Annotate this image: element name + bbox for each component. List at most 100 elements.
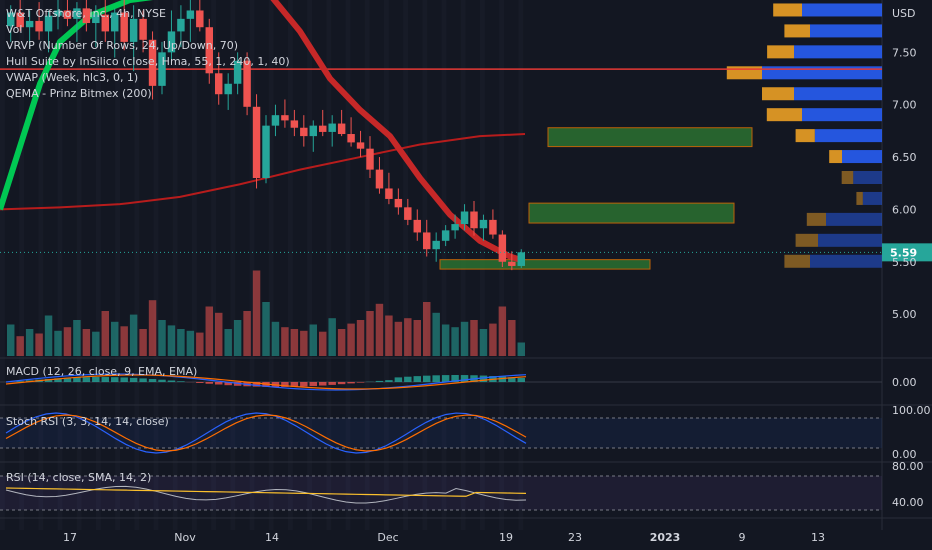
candle-body bbox=[158, 52, 166, 86]
volume-bar bbox=[356, 320, 365, 356]
macd-histogram-bar bbox=[290, 382, 299, 387]
macd-histogram-bar bbox=[63, 377, 72, 382]
candle-body bbox=[16, 12, 24, 28]
volume-bar bbox=[196, 332, 204, 356]
volume-bar bbox=[167, 325, 176, 356]
vrvp-up-bar bbox=[826, 212, 882, 226]
macd-histogram-bar bbox=[129, 377, 138, 382]
time-axis-label: 17 bbox=[63, 531, 77, 544]
rsi-ma-line bbox=[5, 487, 527, 497]
candle-body bbox=[498, 234, 507, 262]
candle-body bbox=[129, 18, 138, 42]
vrvp-down-bar bbox=[784, 254, 810, 268]
macd-histogram-bar bbox=[252, 382, 261, 387]
last-price-tag bbox=[882, 243, 932, 262]
session-shade bbox=[345, 0, 351, 530]
volume-bar bbox=[205, 306, 213, 356]
session-shade bbox=[326, 0, 332, 530]
volume-bar bbox=[517, 342, 525, 356]
indicator-hull[interactable]: Hull Suite by InSilico (close, Hma, 55, … bbox=[6, 54, 290, 70]
candle-body bbox=[404, 207, 412, 220]
vrvp-down-bar bbox=[726, 66, 762, 80]
candle-body bbox=[394, 198, 403, 208]
macd-legend[interactable]: MACD (12, 26, close, 9, EMA, EMA) bbox=[6, 364, 197, 380]
macd-histogram-bar bbox=[432, 375, 440, 382]
stoch-legend[interactable]: Stoch RSI (3, 3, 14, 14, close) bbox=[6, 414, 169, 430]
macd-axis-label: 0.00 bbox=[892, 376, 917, 389]
macd-histogram-bar bbox=[215, 382, 223, 385]
volume-bar bbox=[470, 320, 478, 356]
macd-histogram-bar bbox=[281, 382, 289, 387]
candle-body bbox=[451, 224, 459, 231]
session-shade bbox=[38, 0, 44, 530]
time-axis-label: Dec bbox=[377, 531, 398, 544]
symbol-title: W&T Offshore, Inc., 4h, NYSE bbox=[6, 7, 166, 20]
candle-body bbox=[337, 123, 346, 135]
ema-200-line bbox=[0, 133, 526, 211]
candle-body bbox=[290, 120, 299, 128]
candle-body bbox=[479, 219, 488, 229]
indicator-vol[interactable]: Vol bbox=[6, 22, 22, 38]
volume-bar bbox=[262, 302, 270, 356]
chart-title[interactable]: W&T Offshore, Inc., 4h, NYSE bbox=[6, 6, 166, 22]
indicator-qema[interactable]: QEMA - Prinz Bitmex (200) bbox=[6, 86, 152, 102]
vrvp-up-bar bbox=[853, 171, 882, 184]
stoch-k-line bbox=[5, 412, 527, 454]
price-axis-label: 7.50 bbox=[892, 46, 917, 59]
indicator-vrvp[interactable]: VRVP (Number Of Rows, 24, Up/Down, 70) bbox=[6, 38, 238, 54]
candle-body bbox=[413, 219, 421, 233]
volume-bar bbox=[120, 326, 128, 356]
volume-bar bbox=[423, 302, 431, 356]
volume-bar bbox=[101, 311, 109, 356]
time-axis-label: 2023 bbox=[650, 531, 681, 544]
volume-bar bbox=[290, 329, 299, 356]
candle-body bbox=[252, 106, 261, 178]
session-shade bbox=[211, 0, 216, 530]
rsi-legend[interactable]: RSI (14, close, SMA, 14, 2) bbox=[6, 470, 151, 486]
vrvp-up-bar bbox=[862, 191, 882, 205]
volume-bar bbox=[498, 306, 507, 356]
macd-histogram-bar bbox=[451, 375, 459, 382]
macd-histogram-bar bbox=[224, 382, 232, 386]
candle-body bbox=[139, 18, 147, 40]
volume-bar bbox=[451, 327, 459, 356]
volume-bar bbox=[413, 320, 421, 356]
vrvp-up-bar bbox=[802, 3, 882, 17]
volume-bar bbox=[479, 329, 488, 356]
candle-body bbox=[271, 115, 280, 126]
macd-histogram-bar bbox=[441, 375, 450, 382]
vrvp-down-bar bbox=[766, 108, 802, 122]
volume-bar bbox=[44, 315, 53, 356]
session-shade bbox=[192, 0, 197, 530]
macd-histogram-bar bbox=[375, 380, 384, 382]
volume-bar bbox=[25, 329, 34, 356]
indicator-label: MACD (12, 26, close, 9, EMA, EMA) bbox=[6, 365, 198, 378]
vrvp-up-bar bbox=[810, 254, 882, 268]
session-shade bbox=[172, 0, 178, 530]
macd-histogram-bar bbox=[385, 380, 393, 382]
vrvp-up-bar bbox=[794, 45, 882, 59]
macd-histogram-bar bbox=[111, 377, 119, 382]
indicator-label: VRVP (Number Of Rows, 24, Up/Down, 70) bbox=[6, 39, 239, 52]
vrvp-up-bar bbox=[814, 129, 882, 143]
volume-bar bbox=[148, 300, 157, 356]
session-shade bbox=[134, 0, 140, 530]
hull-band-up bbox=[0, 0, 154, 211]
session-shade bbox=[96, 0, 101, 530]
session-shade bbox=[384, 0, 389, 530]
vrvp-down-bar bbox=[806, 212, 826, 226]
candle-body bbox=[432, 240, 440, 250]
price-axis-label: 7.00 bbox=[892, 99, 917, 112]
indicator-label: Vol bbox=[6, 23, 23, 36]
vrvp-up-bar bbox=[794, 87, 882, 101]
time-axis-label: 14 bbox=[265, 531, 279, 544]
volume-bar bbox=[300, 330, 308, 356]
indicator-vwap[interactable]: VWAP (Week, hlc3, 0, 1) bbox=[6, 70, 138, 86]
vrvp-down-bar bbox=[795, 129, 815, 143]
stoch-axis-label: 0.00 bbox=[892, 448, 917, 461]
indicator-label: Hull Suite by InSilico (close, Hma, 55, … bbox=[6, 55, 290, 68]
vrvp-down-bar bbox=[841, 171, 854, 184]
volume-bar bbox=[347, 323, 355, 356]
volume-bar bbox=[489, 323, 497, 356]
